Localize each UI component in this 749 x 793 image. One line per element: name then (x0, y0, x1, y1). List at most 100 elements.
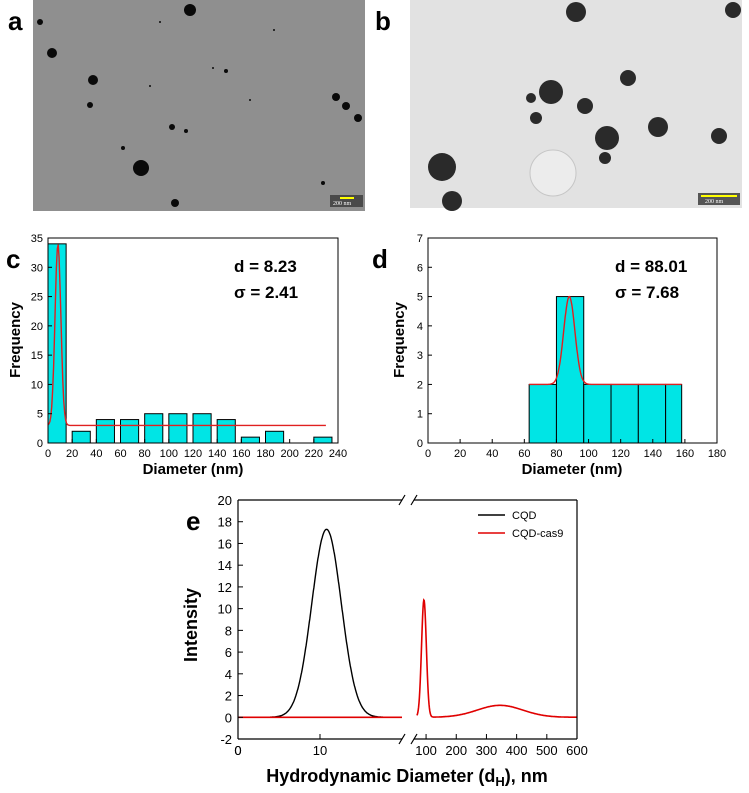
legend-label-cqd-cas9: CQD-cas9 (512, 528, 563, 540)
histogram-bar (216, 419, 236, 444)
y-tick-label: 20 (218, 493, 232, 508)
x-tick-label: 120 (184, 448, 202, 460)
panel-label-d: d (372, 244, 388, 274)
y-tick-label: 0 (37, 438, 43, 450)
y-tick-label: 3 (417, 350, 423, 362)
x-tick-label: 100 (579, 448, 597, 460)
x-tick-label: 20 (66, 448, 78, 460)
histogram-c-ticks: 0 20 40 60 80 100 120 140 160 180 200 220 240 0 5 10 15 2… (31, 233, 347, 460)
histogram-c-xlabel: Diameter (nm) (143, 461, 244, 478)
histogram-d-bars (528, 296, 683, 444)
particle (47, 48, 57, 58)
x-tick-label: 60 (114, 448, 126, 460)
x-tick-label: 80 (550, 448, 562, 460)
x-tick-label: 240 (329, 448, 347, 460)
panel-label-b: b (375, 6, 391, 36)
histogram-bar (240, 436, 260, 444)
particle (354, 114, 362, 122)
particle (224, 69, 228, 73)
particle (332, 93, 340, 101)
legend-label-cqd: CQD (512, 510, 537, 522)
histogram-c-annotation-sigma: σ = 2.41 (234, 283, 298, 302)
x-tick-label: 0 (234, 743, 241, 758)
histogram-d-ylabel: Frequency (391, 301, 408, 378)
histogram-c-fit-curve (47, 244, 326, 427)
histogram-bar (528, 383, 557, 444)
x-tick-label: 140 (644, 448, 662, 460)
x-tick-label: 500 (536, 743, 558, 758)
micrograph-b: 200 nm (410, 0, 742, 211)
histogram-c-ylabel: Frequency (7, 301, 24, 378)
y-tick-label: 4 (225, 667, 232, 682)
scale-bar-b-label: 200 nm (705, 199, 724, 205)
x-tick-label: 180 (708, 448, 726, 460)
axis-break-bottom (398, 733, 418, 745)
y-tick-label: 12 (218, 580, 232, 595)
micrograph-a-background (33, 0, 365, 211)
particle (159, 21, 161, 23)
histogram-d-annotation-sigma: σ = 7.68 (615, 283, 679, 302)
histogram-bar (71, 430, 91, 444)
particle (599, 152, 611, 164)
x-tick-label: 160 (676, 448, 694, 460)
panel-label-e: e (186, 506, 200, 536)
x-tick-label: 0 (45, 448, 51, 460)
histogram-d-annotation-d: d = 88.01 (615, 257, 687, 276)
particle (577, 98, 593, 114)
particle (212, 67, 214, 69)
y-tick-label: 16 (218, 536, 232, 551)
particle (133, 160, 149, 176)
y-tick-label: 4 (417, 321, 423, 333)
x-tick-label: 160 (232, 448, 250, 460)
particle (249, 99, 251, 101)
y-tick-label: 25 (31, 292, 43, 304)
dls-series-cqd (238, 528, 402, 718)
particle (171, 199, 179, 207)
histogram-d-ticks: 0 20 40 60 80 100 120 140 160 180 0 1 2 3 4 5 6 7 (417, 233, 726, 460)
x-tick-label: 60 (518, 448, 530, 460)
y-tick-label: 0 (417, 438, 423, 450)
x-tick-label: 200 (280, 448, 298, 460)
x-tick-label: 0 (234, 743, 241, 758)
histogram-bar (665, 383, 683, 444)
histogram-c-annotation-d: d = 8.23 (234, 257, 297, 276)
x-tick-label: 80 (139, 448, 151, 460)
x-tick-label: 400 (506, 743, 528, 758)
histogram-bar (168, 413, 188, 444)
particle (342, 102, 350, 110)
scale-bar-a-label: 200 nm (333, 201, 352, 207)
y-tick-label: 6 (417, 262, 423, 274)
y-tick-label: 15 (31, 350, 43, 362)
y-tick-label: 20 (31, 321, 43, 333)
particle (711, 128, 727, 144)
x-tick-label: 200 (445, 743, 467, 758)
dls-ylabel: Intensity (181, 588, 201, 662)
y-tick-label: 6 (225, 645, 232, 660)
y-tick-label: 5 (37, 409, 43, 421)
y-tick-label: 14 (218, 558, 232, 573)
panel-label-c: c (6, 244, 20, 274)
particle (526, 93, 536, 103)
y-tick-label: 10 (218, 602, 232, 617)
particle (530, 112, 542, 124)
y-tick-label: 7 (417, 233, 423, 245)
x-tick-label: 120 (611, 448, 629, 460)
particle (121, 146, 125, 150)
particle (648, 117, 668, 137)
histogram-d-xlabel: Diameter (nm) (522, 461, 623, 478)
y-tick-label: 8 (225, 623, 232, 638)
y-tick-label: 5 (417, 292, 423, 304)
histogram-bar (555, 296, 585, 444)
x-tick-label: 180 (256, 448, 274, 460)
particle (566, 2, 586, 22)
particle (184, 129, 188, 133)
scale-bar-a (340, 197, 354, 199)
x-tick-label: 140 (208, 448, 226, 460)
y-tick-label: 2 (225, 689, 232, 704)
histogram-bar (637, 383, 667, 444)
particle (620, 70, 636, 86)
histogram-bar (610, 383, 639, 444)
particle (169, 124, 175, 130)
